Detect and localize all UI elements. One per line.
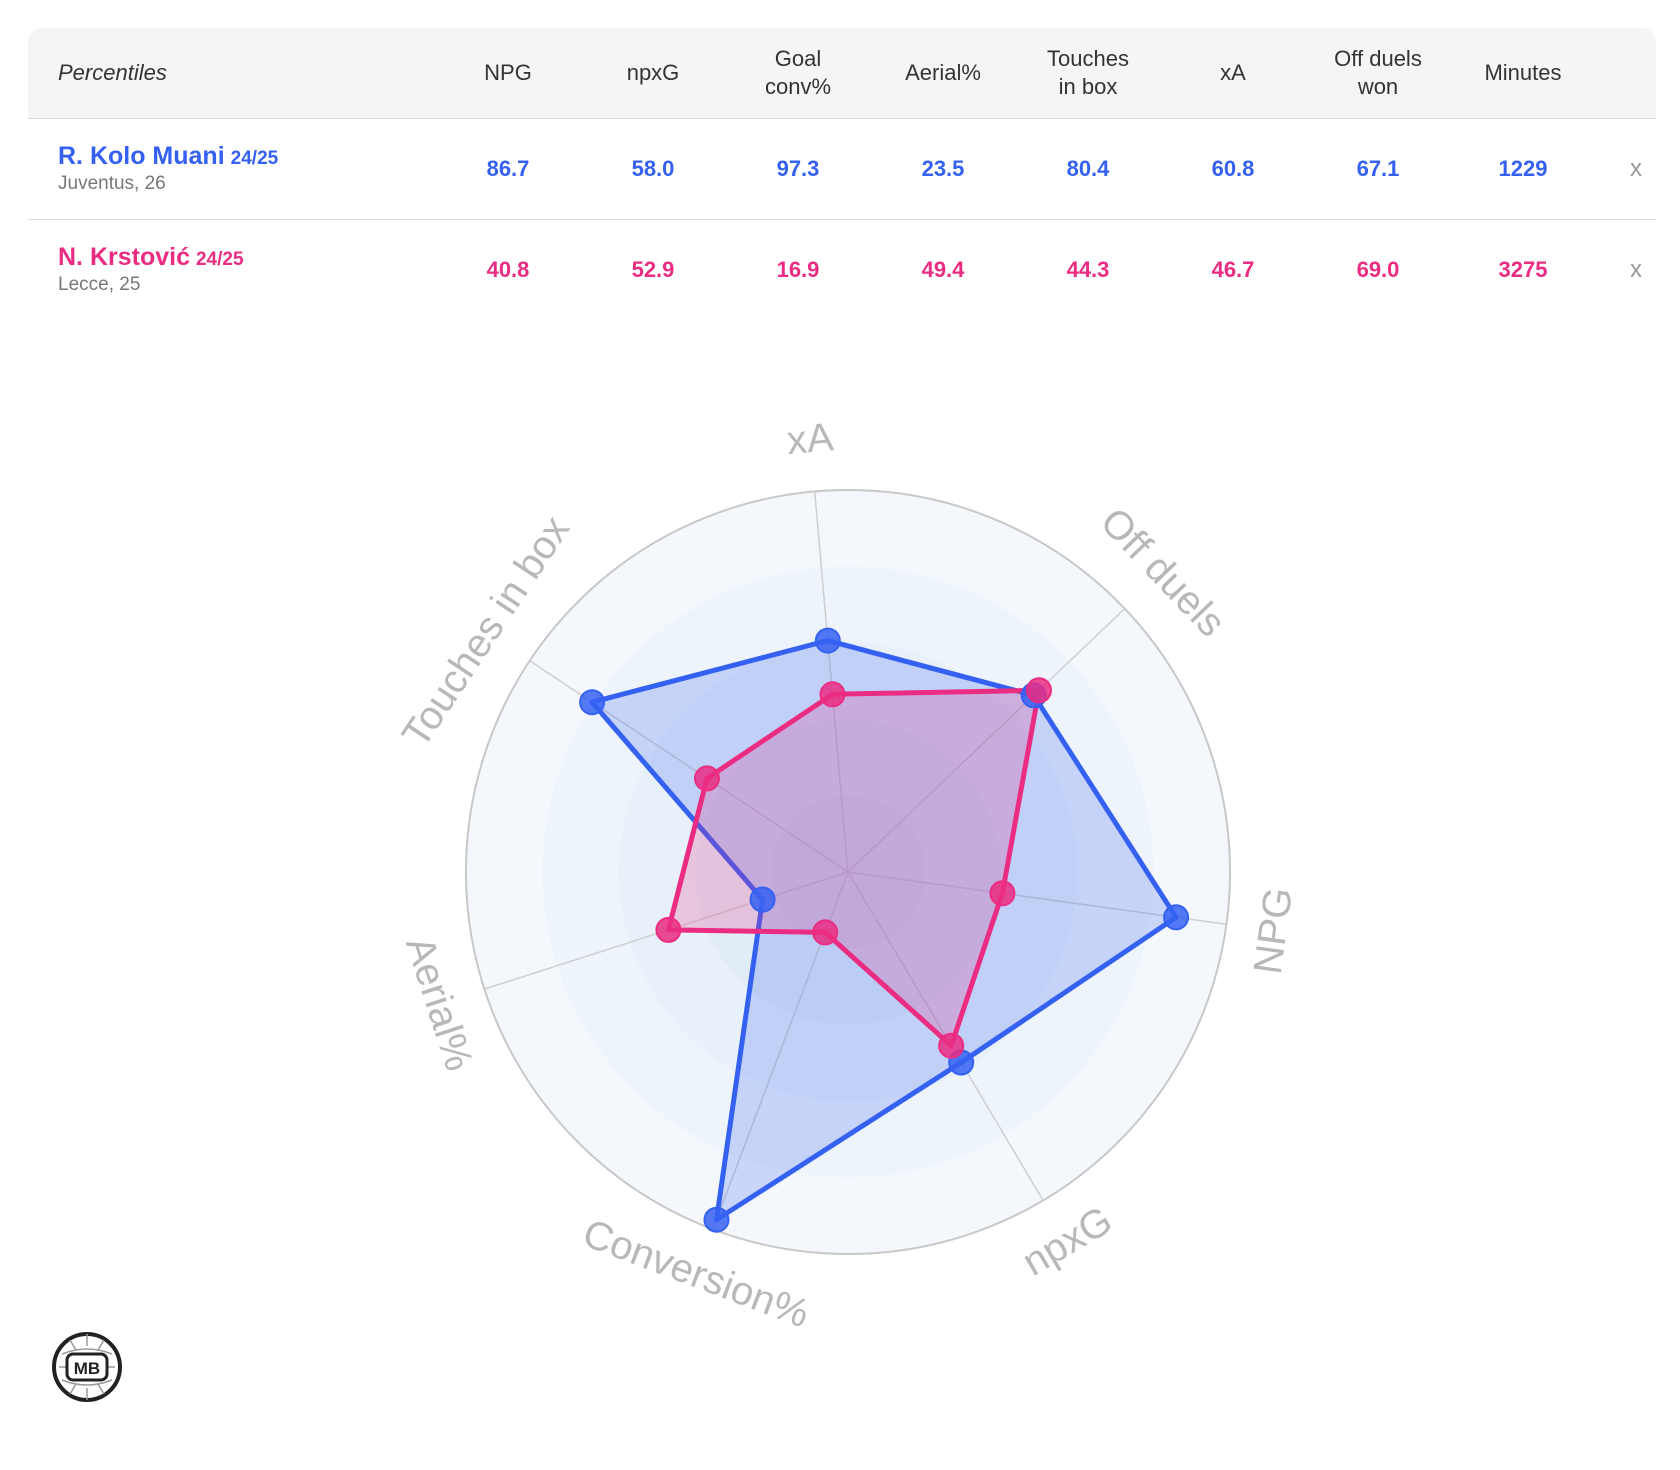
radar-point-1-0 [819,681,846,708]
radar-axis-label: NPG [1246,885,1301,977]
player-club: Juventus, 26 [58,173,166,194]
radar-point-0-0 [814,627,841,654]
radar-point-1-5 [655,916,682,943]
radar-point-0-5 [749,886,776,913]
value-goal-conv: 16.9 [776,257,820,282]
radar-point-0-4 [703,1206,730,1233]
col-header-npxg: npxG [626,60,680,85]
value-minutes: 1229 [1498,156,1548,181]
radar-axis-label: xA [785,415,836,463]
radar-point-0-6 [579,689,606,716]
mb-logo: MB [52,1332,122,1402]
value-touches-in-box: 80.4 [1066,156,1110,181]
radar-point-0-2 [1163,904,1190,931]
value-xa: 46.7 [1211,257,1255,282]
radar-series-area-1 [665,687,1042,1049]
value-minutes: 3275 [1498,257,1548,282]
value-goal-conv: 97.3 [776,156,820,181]
radar-point-1-4 [812,919,839,946]
value-touches-in-box: 44.3 [1066,257,1110,282]
col-header-touches-in-box: Touches in box [1047,46,1129,99]
radar-point-1-6 [694,765,720,792]
col-header-xa: xA [1220,60,1246,85]
col-header-aerial: Aerial% [905,60,981,85]
player-season: 24/25 [230,148,279,169]
value-xa: 60.8 [1211,156,1255,181]
value-aerial: 23.5 [921,156,965,181]
col-header-minutes: Minutes [1484,60,1562,85]
col-header-off-duels-won: Off duels won [1334,46,1422,99]
player-club: Lecce, 25 [58,274,141,295]
value-npg: 40.8 [486,257,530,282]
col-header-npg: NPG [484,60,532,85]
percentiles-table: Percentiles NPG npxG Goal conv% Aerial% … [28,28,1656,320]
remove-player-button[interactable]: x [1630,256,1642,283]
player-row-kolo-muani: R. Kolo Muani 24/25 Juventus, 26 86.7 58.… [28,119,1656,220]
player-info: N. Krstović 24/25 Lecce, 25 [58,220,244,320]
value-off-duels-won: 69.0 [1356,257,1400,282]
radar-series-area-0 [589,638,1179,1223]
radar-axis-label: npxG [1015,1198,1120,1285]
radar-axis-label: Aerial% [397,931,481,1076]
table-header: Percentiles NPG npxG Goal conv% Aerial% … [28,28,1656,119]
player-info: R. Kolo Muani 24/25 Juventus, 26 [58,119,278,219]
value-npxg: 52.9 [631,257,675,282]
radar-point-1-2 [989,880,1016,907]
remove-player-button[interactable]: x [1630,155,1642,182]
player-name[interactable]: R. Kolo Muani [58,142,225,170]
player-season: 24/25 [195,249,244,270]
value-npg: 86.7 [486,156,530,181]
radar-spoke [847,608,1126,873]
col-header-goal-conv: Goal conv% [764,46,832,99]
value-off-duels-won: 67.1 [1356,156,1400,181]
value-aerial: 49.4 [921,257,965,282]
radar-point-1-1 [1026,677,1052,704]
percentiles-label: Percentiles [58,60,167,85]
logo-text: MB [74,1359,100,1378]
radar-point-1-3 [938,1032,965,1059]
player-row-krstovic: N. Krstović 24/25 Lecce, 25 40.8 52.9 16.… [28,220,1656,320]
player-name[interactable]: N. Krstović [58,243,190,271]
value-npxg: 58.0 [631,156,675,181]
